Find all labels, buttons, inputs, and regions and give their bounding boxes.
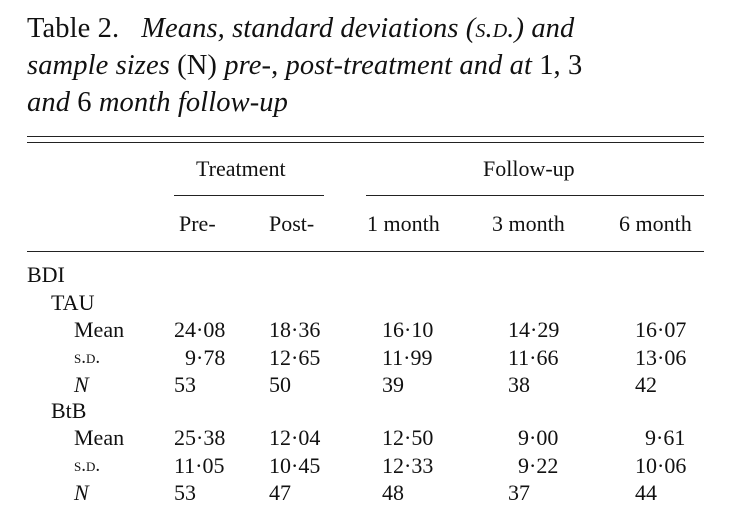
treatment-underline — [174, 195, 324, 196]
group-name-btb: BtB — [51, 398, 87, 423]
caption-part: sample sizes — [27, 50, 178, 81]
caption-part: month follow-up — [91, 87, 288, 118]
table-cell: 16·10 — [382, 317, 434, 342]
table-caption: Table 2. Means, standard deviations (s.d.… — [27, 10, 717, 121]
column-header-1-month: 1 month — [367, 211, 440, 236]
column-header-6-month: 6 month — [619, 211, 692, 236]
table-cell: 11·05 — [174, 453, 225, 478]
caption-part: pre- — [217, 50, 272, 81]
table-cell: 12·04 — [269, 425, 321, 450]
table-cell: 13·06 — [635, 345, 687, 370]
caption-part: and — [27, 87, 78, 118]
table-cell: 16·07 — [635, 317, 687, 342]
table-cell: 10·06 — [635, 453, 687, 478]
table-label: Table 2. — [27, 13, 120, 44]
caption-part: 6 — [77, 87, 92, 118]
top-rule-second — [27, 142, 704, 143]
table-cell: 18·36 — [269, 317, 321, 342]
caption-part: (N) — [177, 50, 218, 81]
group-name-tau: TAU — [51, 290, 95, 315]
follow-up-underline — [366, 195, 704, 196]
caption-part: s.d. — [475, 13, 515, 44]
table-cell: 11·66 — [508, 345, 559, 370]
table-cell: 14·29 — [508, 317, 560, 342]
table-cell: 38 — [508, 372, 530, 397]
column-header-3-month: 3 month — [492, 211, 565, 236]
column-header-post: Post- — [269, 211, 315, 236]
caption-part: , — [271, 50, 286, 81]
caption-part: ) and — [514, 13, 575, 44]
table-cell: 37 — [508, 480, 530, 505]
table-cell: 9·78 — [185, 345, 226, 370]
table-cell: 12·50 — [382, 425, 434, 450]
table-cell: 9·00 — [518, 425, 559, 450]
row-label-mean: Mean — [74, 425, 125, 450]
table-cell: 10·45 — [269, 453, 321, 478]
measure-label: BDI — [27, 262, 65, 287]
table-cell: 9·22 — [518, 453, 559, 478]
column-header-pre: Pre- — [179, 211, 216, 236]
table-cell: 50 — [269, 372, 291, 397]
group-header-treatment: Treatment — [196, 156, 286, 181]
table-cell: 47 — [269, 480, 291, 505]
table-cell: 25·38 — [174, 425, 226, 450]
table-cell: 12·65 — [269, 345, 321, 370]
caption-part: 1, 3 — [539, 50, 583, 81]
table-cell: 9·61 — [645, 425, 686, 450]
top-rule — [27, 136, 704, 137]
caption-part: Means, standard deviations ( — [141, 13, 476, 44]
caption-part: post-treatment and at — [285, 50, 540, 81]
table-cell: 53 — [174, 372, 196, 397]
table-cell: 42 — [635, 372, 657, 397]
row-label-mean: Mean — [74, 317, 125, 342]
table-cell: 44 — [635, 480, 657, 505]
header-rule — [27, 251, 704, 252]
table-cell: 12·33 — [382, 453, 434, 478]
table-cell: 24·08 — [174, 317, 226, 342]
row-label-n: N — [74, 480, 89, 505]
table-cell: 39 — [382, 372, 404, 397]
table-cell: 53 — [174, 480, 196, 505]
row-label-n: N — [74, 372, 89, 397]
table-cell: 48 — [382, 480, 404, 505]
table-cell: 11·99 — [382, 345, 433, 370]
row-label-sd: s.d. — [74, 347, 101, 368]
row-label-sd: s.d. — [74, 455, 101, 476]
group-header-follow-up: Follow-up — [483, 156, 575, 181]
